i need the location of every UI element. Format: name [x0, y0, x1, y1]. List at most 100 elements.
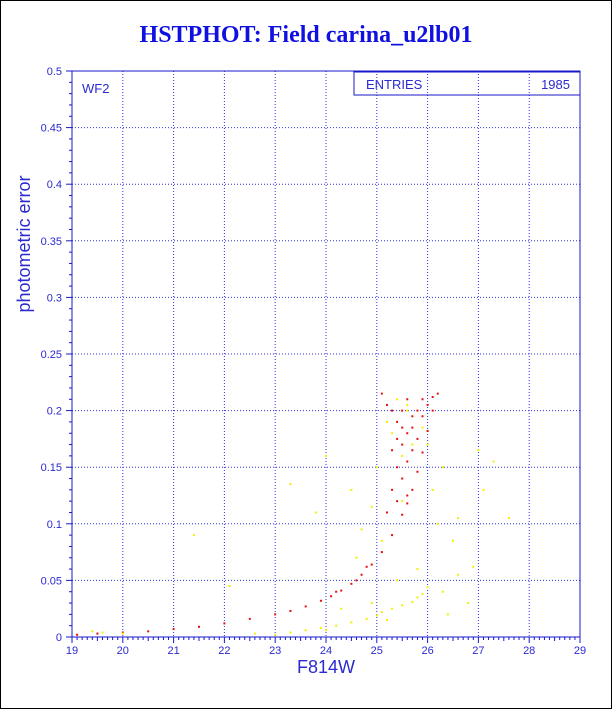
stats-entries-value: 1985 [541, 77, 570, 92]
x-tick-label: 22 [218, 645, 230, 657]
data-point [391, 607, 394, 610]
x-axis-label: F814W [297, 657, 355, 677]
axis-ticks [66, 70, 581, 643]
x-tick-label: 24 [320, 645, 332, 657]
data-point [76, 633, 79, 636]
stats-entries-label: ENTRIES [366, 77, 423, 92]
data-point [401, 604, 404, 607]
data-point [355, 579, 358, 582]
data-point [350, 582, 353, 585]
x-tick-label: 26 [421, 645, 433, 657]
data-point [411, 443, 414, 446]
data-point [274, 613, 277, 616]
data-point [228, 585, 231, 588]
data-point [426, 403, 429, 406]
data-point [401, 454, 404, 457]
data-point [330, 595, 333, 598]
data-point [335, 624, 338, 627]
y-tick-label: 0.2 [47, 406, 62, 418]
data-point [441, 466, 444, 469]
x-tick-label: 29 [574, 645, 586, 657]
data-point [431, 488, 434, 491]
data-point [411, 488, 414, 491]
data-point [411, 449, 414, 452]
data-point [248, 617, 251, 620]
data-point [426, 443, 429, 446]
data-point [253, 632, 256, 635]
y-axis-label: photometric error [14, 175, 34, 312]
data-point [380, 611, 383, 614]
data-point [421, 426, 424, 429]
data-point [101, 631, 104, 634]
data-point [96, 632, 99, 635]
data-point [492, 460, 495, 463]
data-point [319, 599, 322, 602]
data-point [452, 539, 454, 542]
data-point [325, 454, 327, 457]
data-point [507, 517, 510, 520]
data-point [147, 630, 150, 633]
data-point [121, 631, 124, 634]
data-point [416, 409, 419, 412]
data-point [385, 403, 388, 406]
data-point [406, 409, 409, 412]
data-point [401, 409, 404, 412]
data-point [319, 626, 322, 629]
data-point [289, 483, 292, 486]
data-point [325, 629, 327, 632]
data-point [401, 443, 404, 446]
data-point [416, 596, 419, 599]
data-point [375, 466, 378, 469]
data-point [406, 403, 409, 406]
data-point [416, 568, 419, 571]
data-point [370, 563, 373, 566]
data-point [355, 556, 358, 559]
data-point [446, 613, 449, 616]
data-point [314, 511, 317, 514]
data-point [406, 460, 409, 463]
data-point [121, 632, 124, 635]
data-point [385, 619, 388, 622]
data-point [436, 522, 439, 525]
data-point [385, 420, 388, 423]
data-point [396, 420, 399, 423]
y-tick-label: 0.05 [41, 575, 62, 587]
data-point [289, 631, 292, 634]
stats-box-frame [353, 71, 581, 96]
y-tick-label: 0.3 [47, 292, 62, 304]
y-tick-label: 0.25 [41, 349, 62, 361]
data-point [426, 586, 429, 589]
data-point [406, 494, 409, 497]
chart-title: HSTPHOT: Field carina_u2lb01 [139, 22, 473, 48]
data-point [436, 392, 439, 395]
data-point [441, 590, 444, 593]
data-point [365, 617, 368, 620]
data-point [421, 592, 424, 595]
x-tick-label: 23 [269, 645, 281, 657]
data-point [289, 609, 292, 612]
tick-labels: 19 20 21 22 23 24 25 26 27 28 29 0 0.05 0.1 0.15 0.2 0.2… [41, 66, 587, 657]
data-point [406, 398, 409, 401]
data-point [431, 409, 434, 412]
x-tick-label: 27 [472, 645, 484, 657]
data-point [370, 602, 373, 605]
data-point [370, 505, 373, 508]
data-point [406, 432, 409, 435]
data-point [375, 614, 378, 617]
data-point [396, 579, 399, 582]
data-point [477, 449, 480, 452]
data-point [401, 513, 404, 516]
data-point [192, 534, 195, 537]
data-point [472, 565, 475, 568]
data-point [467, 602, 470, 605]
data-point [223, 622, 226, 625]
data-point [401, 477, 404, 480]
data-point [335, 590, 338, 593]
data-point [172, 628, 175, 631]
data-point [380, 392, 383, 395]
data-point [457, 517, 460, 520]
data-point [391, 432, 394, 435]
data-point [411, 426, 414, 429]
y-tick-label: 0 [56, 632, 62, 644]
